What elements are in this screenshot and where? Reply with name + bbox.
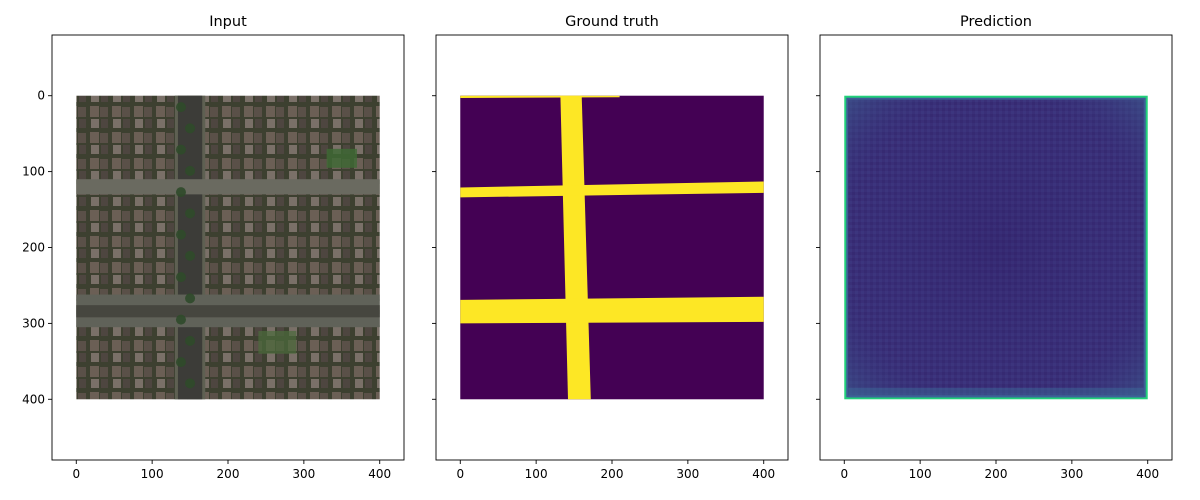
- image-2: [460, 95, 764, 400]
- x-tick-label: 300: [1060, 467, 1083, 481]
- street-horizontal-2-asphalt: [76, 305, 380, 318]
- x-tick-label: 0: [840, 467, 848, 481]
- tree: [185, 293, 196, 304]
- tree: [185, 250, 196, 261]
- y-tick-label: 300: [22, 316, 45, 330]
- prediction-shading: [848, 99, 1144, 396]
- tree: [185, 123, 196, 134]
- panel-1: Input 0 100 200 300 400 0 100 200 300 400: [22, 14, 405, 481]
- x-tick-label: 300: [676, 467, 699, 481]
- tree: [175, 144, 186, 155]
- panel-title: Prediction: [960, 14, 1032, 30]
- tree: [175, 272, 186, 283]
- tree: [185, 208, 196, 219]
- x-tick-label: 100: [525, 467, 548, 481]
- tree: [175, 102, 186, 113]
- x-tick-label: 400: [752, 467, 775, 481]
- x-tick-label: 100: [141, 467, 164, 481]
- x-tick-label: 300: [292, 467, 315, 481]
- x-tick-label: 0: [72, 467, 80, 481]
- x-tick-label: 100: [909, 467, 932, 481]
- x-tick-label: 400: [1136, 467, 1159, 481]
- tree: [175, 229, 186, 240]
- tree: [185, 378, 196, 389]
- panel-3: Prediction 0 100 200 300 400: [816, 14, 1173, 481]
- prediction-bottom-band: [848, 387, 1144, 398]
- image-1: [76, 95, 380, 400]
- panel-2: Ground truth 0 100 200 300 400: [432, 14, 789, 481]
- x-tick-label: 200: [601, 467, 624, 481]
- tree: [175, 187, 186, 198]
- road-mask-4: [460, 95, 620, 98]
- image-3: [844, 95, 1148, 400]
- y-tick-label: 400: [22, 392, 45, 406]
- tree: [185, 335, 196, 346]
- y-tick-label: 0: [37, 89, 45, 103]
- x-tick-label: 200: [217, 467, 240, 481]
- tree: [185, 165, 196, 176]
- street-vertical-asphalt: [177, 95, 203, 400]
- x-tick-label: 400: [368, 467, 391, 481]
- lawn: [258, 330, 297, 354]
- tree: [175, 314, 186, 325]
- road-mask-3: [460, 296, 764, 324]
- road-mask-1: [560, 95, 591, 400]
- x-tick-label: 0: [456, 467, 464, 481]
- street-horizontal-1: [76, 179, 380, 195]
- lawn: [326, 148, 357, 168]
- panel-title: Input: [209, 14, 247, 30]
- y-tick-label: 200: [22, 241, 45, 255]
- panel-title: Ground truth: [565, 14, 659, 30]
- road-mask-2: [460, 181, 764, 198]
- x-tick-label: 200: [985, 467, 1008, 481]
- y-tick-label: 100: [22, 165, 45, 179]
- satellite-image: [76, 95, 380, 400]
- mask-background: [460, 95, 764, 400]
- tree: [175, 357, 186, 368]
